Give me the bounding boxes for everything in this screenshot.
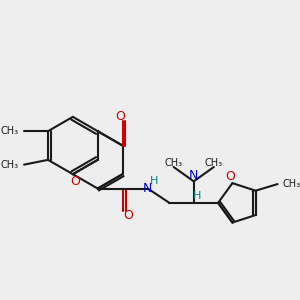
Text: O: O bbox=[115, 110, 125, 123]
Text: CH₃: CH₃ bbox=[283, 179, 300, 189]
Text: H: H bbox=[193, 191, 202, 201]
Text: CH₃: CH₃ bbox=[1, 160, 19, 170]
Text: O: O bbox=[123, 208, 133, 221]
Text: N: N bbox=[189, 169, 198, 182]
Text: O: O bbox=[70, 175, 80, 188]
Text: O: O bbox=[226, 170, 236, 183]
Text: N: N bbox=[143, 182, 152, 195]
Text: CH₃: CH₃ bbox=[205, 158, 223, 167]
Text: CH₃: CH₃ bbox=[165, 158, 183, 167]
Text: H: H bbox=[150, 176, 158, 186]
Text: CH₃: CH₃ bbox=[0, 126, 18, 136]
